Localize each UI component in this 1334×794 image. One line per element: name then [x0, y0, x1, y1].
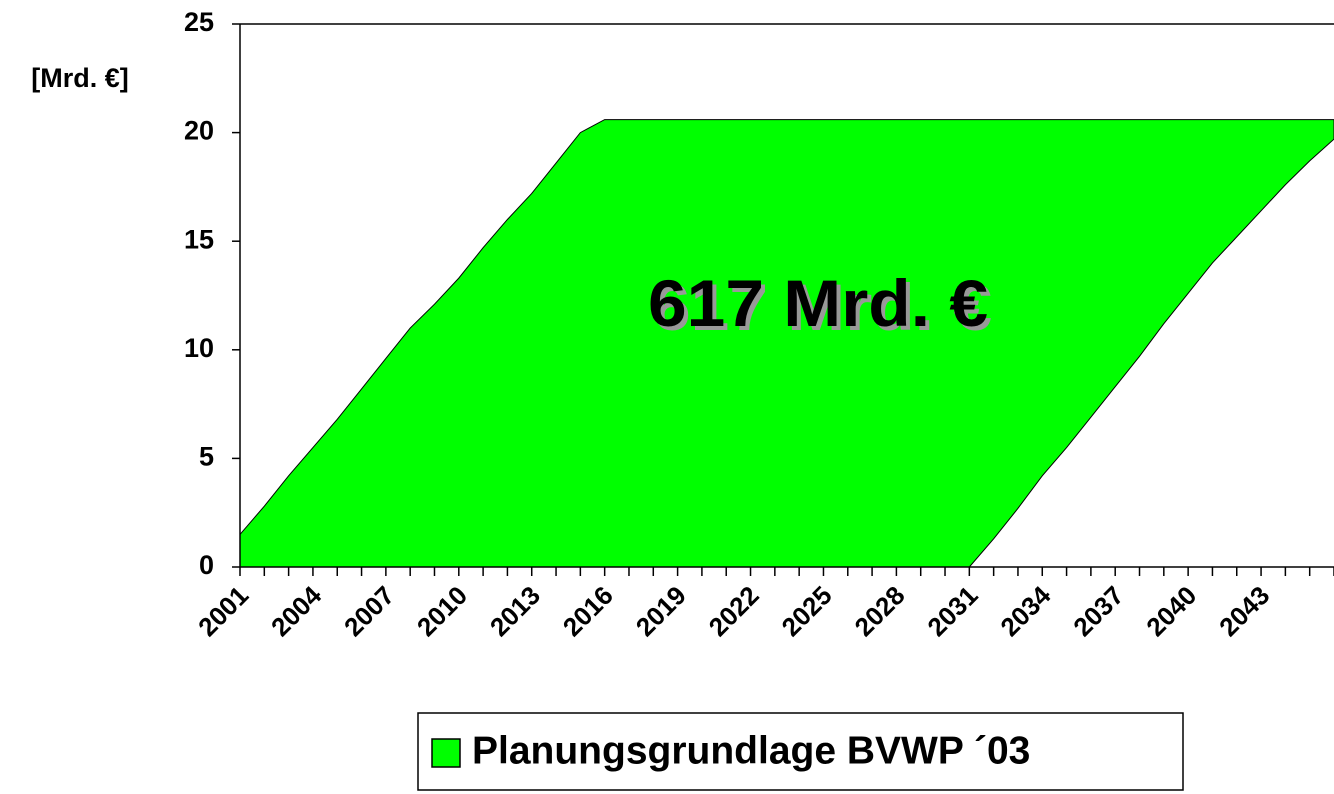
y-tick-label: 15 — [184, 224, 214, 254]
x-tick-label: 2040 — [1140, 580, 1202, 642]
x-tick-label: 2028 — [849, 580, 911, 642]
y-tick-label: 0 — [199, 550, 214, 580]
y-tick-label: 5 — [199, 442, 214, 472]
legend-label: Planungsgrundlage BVWP ´03 — [472, 729, 1030, 772]
x-tick-label: 2007 — [338, 580, 400, 642]
x-tick-label: 2031 — [921, 580, 983, 642]
x-tick-label: 2016 — [557, 580, 619, 642]
legend-box — [417, 712, 1184, 791]
x-tick-label: 2034 — [994, 580, 1056, 642]
x-tick-label: 2022 — [703, 580, 765, 642]
y-axis-label: [Mrd. €] — [31, 63, 129, 93]
x-tick-label: 2004 — [265, 580, 327, 642]
x-tick-label: 2037 — [1067, 580, 1129, 642]
x-tick-label: 2025 — [776, 580, 838, 642]
x-tick-label: 2019 — [630, 580, 692, 642]
x-tick-label: 2043 — [1213, 580, 1275, 642]
y-tick-label: 25 — [184, 7, 214, 37]
annotation-shadow: 617 Mrd. € — [652, 270, 992, 344]
area — [240, 139, 1334, 567]
y-tick-label: 10 — [184, 333, 214, 363]
annotation: 617 Mrd. € — [648, 266, 988, 340]
x-tick-label: 2013 — [484, 580, 546, 642]
x-tick-label: 2010 — [411, 580, 473, 642]
x-tick-label: 2001 — [192, 580, 254, 642]
legend-swatch — [431, 738, 461, 768]
y-tick-label: 20 — [184, 116, 214, 146]
